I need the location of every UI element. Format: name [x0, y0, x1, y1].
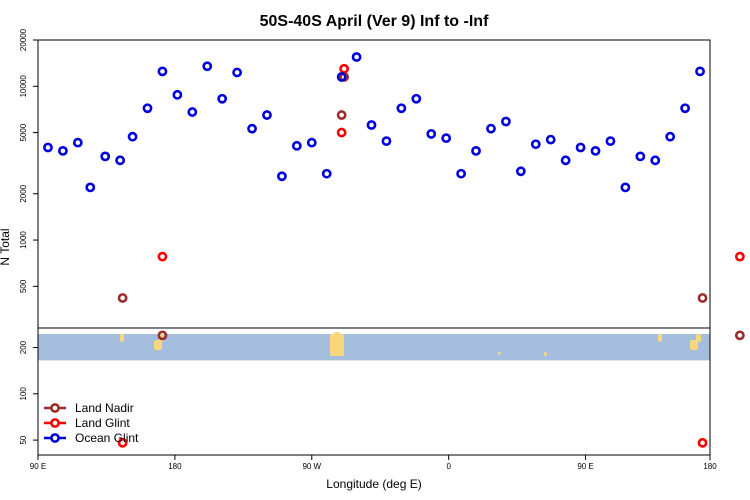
legend-label-land-glint: Land Glint: [75, 416, 130, 430]
y-tick-label-8: 20000: [19, 28, 28, 51]
ocean-glint-point-9: [172, 89, 183, 100]
ocean-glint-point-30: [486, 123, 496, 134]
land-nadir-point-5: [734, 330, 745, 341]
x-tick-label-1: 180: [168, 462, 182, 471]
plot-frame: [37, 39, 711, 456]
ocean-glint-point-32: [515, 166, 526, 177]
ocean-glint-point-16: [277, 171, 287, 182]
land-nadir-point-4: [697, 293, 708, 303]
chart-title: 50S-40S April (Ver 9) Inf to -Inf: [260, 13, 489, 30]
legend-marker-ocean-glint: [50, 433, 60, 443]
x-tick-label-0: 90 E: [30, 462, 46, 471]
plot-marks: [43, 52, 745, 448]
legend-label-land-nadir: Land Nadir: [75, 401, 134, 415]
ocean-glint-point-35: [560, 155, 571, 166]
land-nadir-point-0: [117, 293, 128, 303]
ocean-glint-point-10: [187, 107, 198, 117]
ocean-glint-point-6: [127, 131, 138, 142]
ocean-glint-point-0: [43, 142, 53, 153]
ocean-glint-point-19: [321, 168, 332, 179]
x-tick-label-5: 180: [703, 462, 717, 471]
land-glint-point-2: [336, 127, 347, 138]
y-tick-label-4: 1000: [19, 231, 28, 249]
x-tick-label-3: 0: [446, 462, 451, 471]
ocean-glint-point-26: [426, 129, 437, 139]
ocean-glint-point-2: [72, 137, 83, 148]
map-strip-land-4: [334, 331, 340, 338]
ocean-glint-point-36: [575, 142, 586, 153]
ocean-glint-point-20: [336, 72, 347, 82]
y-tick-label-2: 200: [19, 340, 28, 354]
land-glint-point-5: [734, 251, 745, 262]
ocean-glint-point-17: [291, 140, 302, 151]
map-strip-ocean: [38, 333, 710, 361]
ocean-glint-point-44: [695, 66, 705, 77]
ocean-glint-point-8: [157, 66, 168, 77]
ocean-glint-point-38: [605, 136, 616, 147]
land-glint-point-3: [339, 63, 350, 74]
ocean-glint-point-14: [247, 123, 257, 134]
ocean-glint-point-12: [217, 93, 228, 104]
ocean-glint-point-27: [441, 133, 452, 144]
ocean-glint-point-1: [57, 146, 68, 156]
y-tick-label-5: 2000: [19, 184, 28, 202]
map-strip-land-1: [154, 339, 162, 350]
x-tick-label-4: 90 E: [577, 462, 593, 471]
ocean-glint-point-40: [635, 151, 646, 162]
ocean-glint-point-23: [381, 136, 392, 147]
map-strip-land-0: [120, 333, 124, 342]
map-strip: [38, 331, 710, 361]
y-tick-label-1: 100: [19, 387, 28, 401]
x-axis-label: Longitude (deg E): [326, 477, 421, 491]
legend-label-ocean-glint: Ocean Glint: [75, 431, 139, 445]
land-nadir-point-2: [336, 110, 347, 120]
axes: 90 E 180 90 W 0 90 E 180 50 100 200 500 1000 2000 50…: [19, 28, 717, 471]
ocean-glint-point-42: [665, 131, 676, 142]
map-strip-land-8: [690, 339, 698, 350]
land-glint-point-1: [157, 251, 168, 262]
map-strip-land-6: [544, 351, 547, 356]
ocean-glint-point-4: [100, 151, 111, 162]
ocean-glint-point-29: [471, 146, 481, 156]
ocean-glint-point-41: [650, 155, 661, 166]
ocean-glint-point-34: [545, 134, 556, 145]
ocean-glint-point-11: [202, 61, 213, 72]
ocean-glint-point-5: [115, 155, 126, 166]
land-glint-point-0: [117, 437, 128, 448]
y-axis-label: N Total: [0, 228, 12, 265]
y-tick-label-3: 500: [19, 279, 28, 293]
ocean-glint-point-13: [232, 67, 243, 78]
map-strip-land-5: [498, 351, 501, 355]
ocean-glint-point-18: [306, 137, 317, 148]
ocean-glint-point-7: [142, 103, 153, 114]
legend-marker-land-glint: [50, 418, 60, 428]
ocean-glint-point-28: [456, 168, 467, 179]
y-tick-label-0: 50: [19, 435, 28, 444]
ocean-glint-point-43: [680, 103, 691, 114]
ocean-glint-point-37: [590, 146, 601, 156]
ocean-glint-point-15: [262, 110, 272, 120]
x-tick-label-2: 90 W: [302, 462, 321, 471]
ocean-glint-point-21: [351, 52, 362, 62]
ocean-glint-point-3: [85, 182, 96, 193]
map-strip-land-7: [658, 333, 662, 342]
map-strip-land-3: [330, 333, 344, 356]
land-nadir-point-1: [157, 330, 168, 341]
ocean-glint-point-22: [366, 120, 377, 130]
ocean-glint-point-39: [620, 182, 631, 193]
ocean-glint-point-25: [411, 93, 422, 104]
legend-marker-land-nadir: [50, 403, 60, 413]
map-strip-land-9: [696, 333, 701, 342]
ocean-glint-point-24: [396, 103, 407, 114]
y-tick-label-7: 10000: [19, 75, 28, 98]
y-tick-label-6: 5000: [19, 123, 28, 141]
ocean-glint-point-33: [530, 139, 541, 150]
land-glint-point-4: [697, 437, 708, 448]
ocean-glint-point-31: [501, 116, 511, 127]
